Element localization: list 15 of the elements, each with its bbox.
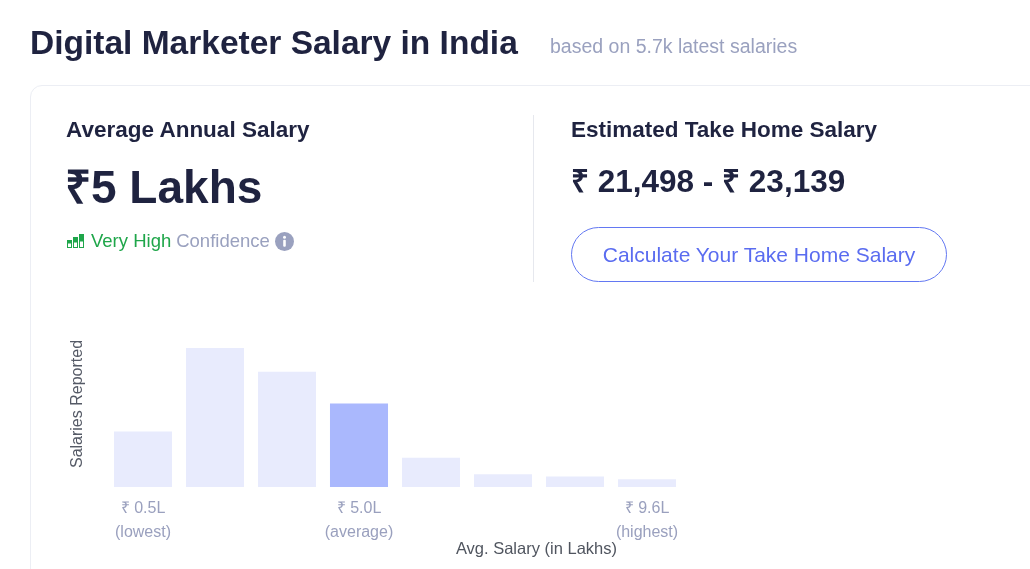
text: Estimated Take Home Salary bbox=[571, 117, 877, 142]
chart-title: Digital Marketer Salary in India bbox=[30, 24, 518, 61]
text: ₹5 Lakhs bbox=[65, 161, 263, 213]
text: ₹ 21,498 - ₹ 23,139 bbox=[571, 163, 846, 199]
x-tick-label: ₹ 5.0L (average) bbox=[324, 498, 394, 540]
text: Average Annual Salary bbox=[66, 117, 310, 142]
text: Very High bbox=[91, 229, 172, 251]
chart-subtitle: based on 5.7k latest salaries bbox=[550, 35, 798, 57]
x-tick-label: ₹ 9.6L (highest) bbox=[615, 498, 679, 540]
y-axis-title: Salaries Reported bbox=[67, 339, 85, 469]
x-axis-title: Avg. Salary (in Lakhs) bbox=[455, 539, 617, 557]
x-tick-label: ₹ 0.5L (lowest) bbox=[114, 498, 172, 540]
calculate-button[interactable]: Calculate Your Take Home Salary bbox=[571, 227, 947, 282]
text: Confidence bbox=[176, 229, 270, 251]
bar bbox=[329, 403, 389, 487]
